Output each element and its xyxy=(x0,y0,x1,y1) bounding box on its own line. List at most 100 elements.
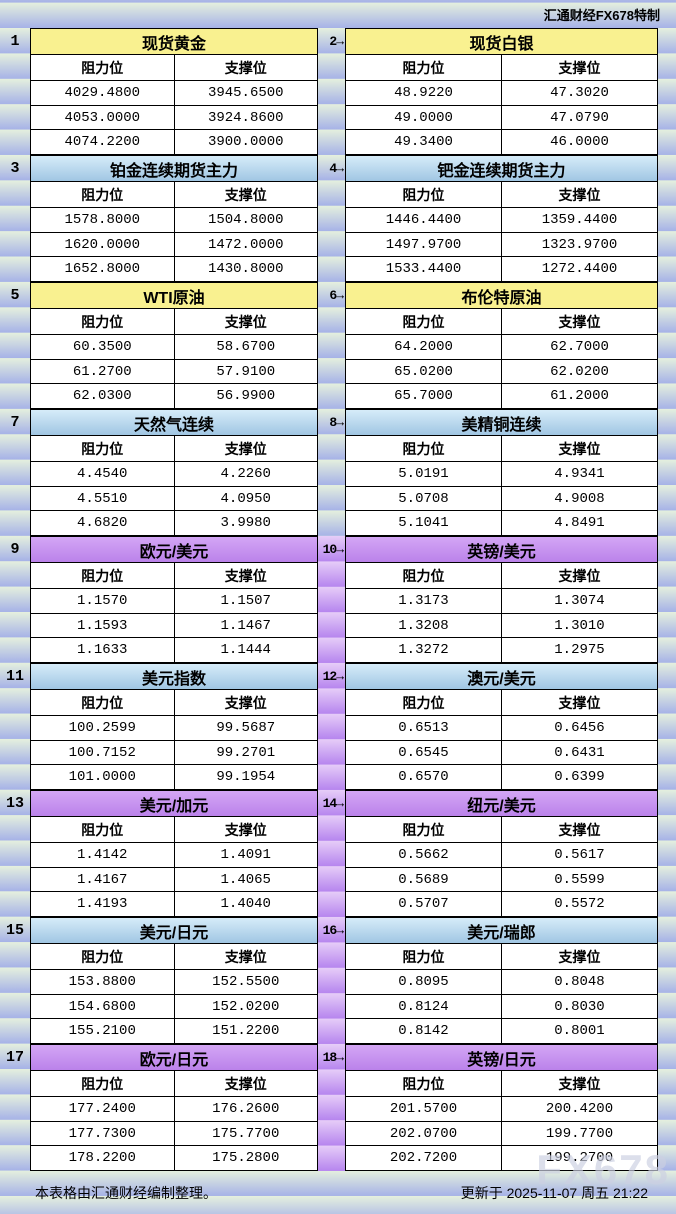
table-row: 61.2700 57.9100 xyxy=(31,359,317,385)
panel-title: 美元/日元 xyxy=(31,918,317,944)
col-header-resistance: 阻力位 xyxy=(346,436,502,461)
header-row: 阻力位 支撑位 xyxy=(346,436,657,462)
support-value: 200.4200 xyxy=(545,1100,614,1117)
support-value: 175.2800 xyxy=(212,1150,280,1167)
panel-title: 现货黄金 xyxy=(31,29,317,55)
resistance-value: 49.0000 xyxy=(346,105,502,130)
table-row: 1.1570 1.1507 xyxy=(31,589,317,614)
resistance-value: 178.2200 xyxy=(31,1146,175,1171)
support-value: 1.2975 xyxy=(554,642,605,659)
panel-nzdusd: 纽元/美元 阻力位 支撑位 0.5662 0.5617 0.5689 0.559… xyxy=(345,790,658,917)
header-row: 阻力位 支撑位 xyxy=(31,55,317,81)
support-value: 0.6431 xyxy=(554,744,605,761)
header-row: 阻力位 支撑位 xyxy=(346,817,657,843)
support-value: 4.0950 xyxy=(220,490,271,507)
table-row: 5.0191 4.9341 xyxy=(346,462,657,487)
resistance-value: 48.9220 xyxy=(346,81,502,105)
resistance-value: 5.0708 xyxy=(346,486,502,511)
support-value: 0.5617 xyxy=(554,846,605,863)
support-value: 151.2200 xyxy=(212,1023,280,1040)
col-header-resistance: 阻力位 xyxy=(346,182,502,207)
support-value: 3900.0000 xyxy=(207,134,284,151)
col-header-resistance: 阻力位 xyxy=(31,1071,175,1096)
support-value: 1272.4400 xyxy=(541,261,618,278)
table-row: 4.4540 4.2260 xyxy=(31,462,317,487)
left-index-column: 7 xyxy=(0,409,30,536)
header-row: 阻力位 支撑位 xyxy=(31,563,317,589)
table-row: 65.7000 61.2000 xyxy=(346,384,657,409)
resistance-value: 61.2700 xyxy=(31,359,175,384)
support-value: 175.7700 xyxy=(212,1125,280,1142)
panel-gbpusd: 英镑/美元 阻力位 支撑位 1.3173 1.3074 1.3208 1.301… xyxy=(345,536,658,663)
gutter: 6→ xyxy=(318,282,345,409)
resistance-value: 0.5707 xyxy=(346,892,502,917)
support-value: 57.9100 xyxy=(216,363,276,380)
table-row: 49.3400 46.0000 xyxy=(346,130,657,155)
table-row: 177.2400 176.2600 xyxy=(31,1097,317,1122)
table-board: 1 现货黄金 阻力位 支撑位 4029.4800 3945.6500 4053.… xyxy=(0,28,676,1171)
panel-usdcad: 美元/加元 阻力位 支撑位 1.4142 1.4091 1.4167 1.406… xyxy=(30,790,318,917)
table-row: 0.5707 0.5572 xyxy=(346,892,657,917)
panel-title: 纽元/美元 xyxy=(346,791,657,817)
panel-number: 3 xyxy=(10,159,20,177)
col-header-resistance: 阻力位 xyxy=(346,690,502,715)
resistance-value: 0.5689 xyxy=(346,867,502,892)
resistance-value: 1.4193 xyxy=(31,892,175,917)
section-row: 5 WTI原油 阻力位 支撑位 60.3500 58.6700 61.2700 … xyxy=(0,282,676,409)
table-row: 49.0000 47.0790 xyxy=(346,105,657,131)
resistance-value: 155.2100 xyxy=(31,1019,175,1044)
right-margin xyxy=(658,28,676,155)
table-row: 1.1633 1.1444 xyxy=(31,638,317,663)
header-row: 阻力位 支撑位 xyxy=(346,690,657,716)
col-header-resistance: 阻力位 xyxy=(346,55,502,80)
resistance-value: 1620.0000 xyxy=(31,232,175,257)
resistance-value: 65.7000 xyxy=(346,384,502,409)
resistance-value: 0.5662 xyxy=(346,843,502,867)
support-value: 1472.0000 xyxy=(207,236,284,253)
panel-usdjpy: 美元/日元 阻力位 支撑位 153.8800 152.5500 154.6800… xyxy=(30,917,318,1044)
gutter: 16→ xyxy=(318,917,345,1044)
panel-title: 英镑/日元 xyxy=(346,1045,657,1071)
panel-number-arrow: 4→ xyxy=(329,160,344,176)
left-index-column: 5 xyxy=(0,282,30,409)
col-header-resistance: 阻力位 xyxy=(346,1071,502,1096)
panel-title: 美元/瑞郎 xyxy=(346,918,657,944)
col-header-support: 支撑位 xyxy=(224,442,267,459)
brand-label: 汇通财经FX678特制 xyxy=(543,7,660,23)
col-header-resistance: 阻力位 xyxy=(31,817,175,842)
panel-eurusd: 欧元/美元 阻力位 支撑位 1.1570 1.1507 1.1593 1.146… xyxy=(30,536,318,663)
table-row: 1533.4400 1272.4400 xyxy=(346,257,657,282)
support-value: 152.0200 xyxy=(212,998,280,1015)
table-row: 202.0700 199.7700 xyxy=(346,1121,657,1147)
col-header-resistance: 阻力位 xyxy=(31,309,175,334)
left-index-column: 11 xyxy=(0,663,30,790)
col-header-support: 支撑位 xyxy=(558,696,601,713)
support-value: 4.8491 xyxy=(554,515,605,532)
panel-title: 美元指数 xyxy=(31,664,317,690)
support-value: 1.3074 xyxy=(554,592,605,609)
support-value: 1359.4400 xyxy=(541,211,618,228)
panel-gbpjpy: 英镑/日元 阻力位 支撑位 201.5700 200.4200 202.0700… xyxy=(345,1044,658,1171)
support-value: 1504.8000 xyxy=(207,211,284,228)
table-row: 1.3208 1.3010 xyxy=(346,613,657,639)
panel-number-arrow: 16→ xyxy=(322,922,344,938)
header-row: 阻力位 支撑位 xyxy=(31,436,317,462)
panel-spot-gold: 现货黄金 阻力位 支撑位 4029.4800 3945.6500 4053.00… xyxy=(30,28,318,155)
col-header-support: 支撑位 xyxy=(558,442,601,459)
table-row: 1620.0000 1472.0000 xyxy=(31,232,317,258)
resistance-value: 201.5700 xyxy=(346,1097,502,1121)
table-row: 1.3272 1.2975 xyxy=(346,638,657,663)
header-row: 阻力位 支撑位 xyxy=(346,55,657,81)
support-value: 47.0790 xyxy=(550,109,609,126)
col-header-support: 支撑位 xyxy=(558,61,601,78)
col-header-support: 支撑位 xyxy=(224,61,267,78)
left-index-column: 15 xyxy=(0,917,30,1044)
resistance-value: 1.3173 xyxy=(346,589,502,613)
panel-dollar-index: 美元指数 阻力位 支撑位 100.2599 99.5687 100.7152 9… xyxy=(30,663,318,790)
table-row: 100.2599 99.5687 xyxy=(31,716,317,741)
panel-number: 9 xyxy=(10,540,20,558)
support-value: 99.2701 xyxy=(216,744,276,761)
resistance-value: 0.8142 xyxy=(346,1019,502,1044)
col-header-support: 支撑位 xyxy=(558,569,601,586)
resistance-value: 49.3400 xyxy=(346,130,502,155)
